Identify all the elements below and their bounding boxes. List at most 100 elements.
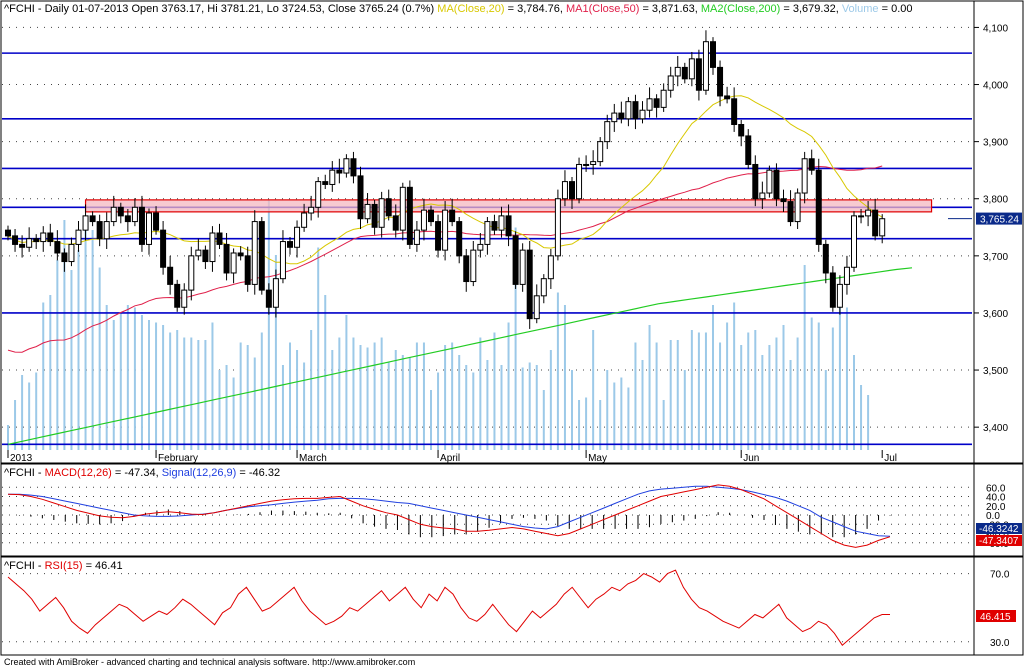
x-tick-label: March	[299, 453, 327, 464]
candle-body	[738, 124, 745, 137]
candle-body	[583, 163, 590, 166]
volume-bar	[845, 307, 848, 450]
price-y-tick-label: 4,100	[983, 23, 1008, 34]
candle-body	[174, 283, 181, 308]
volume-bar	[190, 337, 193, 450]
volume-bar	[563, 305, 566, 450]
volume-bar	[479, 337, 482, 450]
candle-body	[470, 249, 477, 283]
candle-body	[244, 255, 251, 285]
candles	[5, 30, 972, 329]
price-y-tick-label: 3,400	[983, 423, 1008, 434]
candle-body	[435, 221, 442, 251]
candle-body	[576, 163, 583, 200]
candle-body	[378, 198, 385, 228]
volume-bars	[7, 200, 870, 450]
candle-body	[526, 249, 533, 320]
volume-bar	[740, 345, 743, 450]
footer-credit: Created with AmiBroker - advanced charti…	[4, 657, 416, 667]
x-tick-label: May	[588, 453, 607, 464]
macd-y-tick-label: 20.0	[986, 502, 1006, 513]
rsi-line	[7, 569, 890, 646]
volume-bar	[98, 267, 101, 450]
candle-body	[829, 272, 836, 308]
candle-body	[858, 215, 865, 218]
candle-body	[554, 198, 561, 257]
volume-bar	[281, 365, 284, 450]
signal-value-tag: -46.3242	[976, 523, 1022, 535]
svg-text:46.415: 46.415	[980, 612, 1011, 623]
candle-body	[385, 198, 392, 217]
candle-body	[89, 215, 96, 223]
rsi-grid	[2, 573, 972, 643]
volume-bar	[458, 355, 461, 450]
candle-body	[138, 206, 145, 245]
volume-bar	[803, 265, 806, 450]
candle-body	[68, 243, 75, 263]
candle-body	[40, 232, 47, 243]
volume-bar	[507, 322, 510, 450]
macd-pane	[0, 463, 1024, 557]
macd-value-tag: -47.3407	[976, 535, 1022, 547]
volume-bar	[112, 320, 115, 450]
volume-bar	[592, 330, 595, 450]
volume-bar	[35, 372, 38, 450]
volume-bar	[486, 360, 489, 450]
volume-bar	[14, 400, 17, 450]
svg-text:3,765.24: 3,765.24	[980, 215, 1019, 226]
candle-body	[96, 221, 103, 240]
candle-body	[547, 255, 554, 280]
volume-bar	[860, 385, 863, 450]
candle-body	[794, 192, 801, 223]
candle-body	[646, 98, 653, 111]
volume-bar	[338, 337, 341, 450]
candle-body	[590, 161, 597, 165]
candle-body	[315, 181, 322, 208]
volume-bar	[430, 390, 432, 450]
volume-bar	[310, 330, 313, 450]
candle-body	[717, 66, 724, 97]
volume-bar	[422, 342, 425, 450]
candle-body	[653, 98, 660, 108]
candle-body	[357, 175, 364, 220]
volume-bar	[648, 325, 651, 450]
candle-body	[350, 158, 357, 177]
candle-body	[392, 215, 399, 231]
candle-body	[752, 163, 759, 200]
candle-body	[230, 252, 237, 274]
candle-body	[26, 238, 33, 248]
volume-bar	[838, 297, 841, 450]
candle-body	[731, 98, 738, 126]
volume-bar	[514, 227, 517, 450]
volume-bar	[176, 330, 179, 450]
volume-bar	[824, 370, 827, 450]
volume-bar	[408, 357, 411, 450]
rsi-y-tick-label: 30.0	[990, 638, 1010, 649]
macd-lines	[7, 484, 891, 548]
candle-body	[759, 192, 766, 200]
volume-bar	[331, 350, 334, 450]
x-tick-label: April	[440, 453, 460, 464]
volume-bar	[493, 332, 496, 450]
candle-body	[33, 238, 40, 243]
volume-bar	[204, 340, 207, 450]
candle-body	[836, 283, 843, 308]
candle-body	[216, 232, 223, 245]
candle-body	[618, 112, 625, 120]
macd-header: ^FCHI - MACD(12,26) = -47.34, Signal(12,…	[4, 467, 280, 479]
candle-body	[477, 243, 484, 251]
candle-body	[822, 243, 829, 274]
candle-body	[364, 203, 371, 220]
macd-y-tick-label: 0.0	[986, 511, 1000, 522]
rsi-pane	[0, 556, 1024, 656]
volume-bar	[253, 357, 256, 450]
volume-bar	[274, 255, 277, 450]
candle-body	[597, 141, 604, 163]
volume-bar	[155, 322, 158, 450]
volume-bar	[867, 395, 870, 450]
volume-bar	[394, 350, 397, 450]
volume-bar	[627, 387, 630, 450]
price-header: ^FCHI - Daily 01-07-2013 Open 3763.17, H…	[4, 3, 912, 15]
candle-body	[724, 95, 731, 100]
volume-bar	[634, 342, 637, 450]
